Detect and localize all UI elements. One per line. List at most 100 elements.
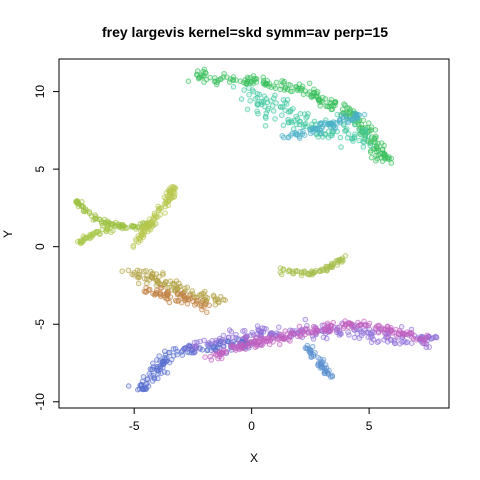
data-point (410, 335, 417, 342)
data-point (154, 357, 160, 363)
data-point (367, 331, 374, 337)
data-point (279, 112, 285, 118)
data-point (280, 97, 287, 103)
data-point (241, 87, 247, 93)
data-point (238, 96, 245, 102)
data-point (232, 345, 239, 352)
data-point (230, 76, 236, 83)
data-point (247, 342, 254, 348)
data-point (204, 309, 210, 316)
data-point (150, 222, 157, 228)
data-point (308, 330, 315, 336)
data-point (129, 271, 135, 278)
data-point (322, 96, 329, 102)
data-point (317, 356, 323, 362)
data-point (306, 80, 313, 87)
data-point (108, 229, 114, 235)
data-point (78, 237, 84, 244)
data-point (164, 370, 171, 376)
data-point (270, 95, 277, 101)
data-point (384, 323, 391, 330)
data-point (277, 104, 284, 110)
data-point (199, 347, 206, 353)
data-point (293, 121, 300, 128)
data-point (270, 108, 277, 114)
data-point (215, 298, 222, 305)
data-point (388, 160, 395, 166)
y-tick-label: 0 (33, 243, 47, 250)
data-point (294, 86, 301, 92)
data-point (256, 91, 263, 98)
data-point (137, 268, 143, 274)
data-point (360, 144, 367, 150)
data-point (83, 207, 89, 214)
data-point (302, 269, 308, 275)
data-point (344, 118, 351, 124)
data-point (99, 226, 106, 233)
data-point (355, 121, 362, 128)
data-point (332, 98, 339, 105)
data-point (385, 333, 392, 340)
data-point (194, 68, 201, 74)
data-point (280, 122, 287, 129)
data-point (221, 71, 227, 77)
data-point (243, 334, 249, 341)
data-point (362, 134, 369, 141)
data-point (296, 133, 303, 140)
data-point (203, 301, 209, 307)
data-point (279, 133, 286, 139)
data-point (224, 338, 231, 345)
data-point (166, 359, 173, 366)
data-point (146, 226, 152, 232)
data-point (316, 97, 322, 103)
data-point (356, 335, 363, 341)
data-point (151, 210, 158, 217)
data-point (191, 349, 198, 356)
chart-title: frey largevis kernel=skd symm=av perp=15 (102, 24, 388, 40)
data-point (324, 265, 331, 272)
data-point (143, 268, 149, 274)
data-point (375, 152, 382, 159)
data-point (322, 326, 329, 333)
data-point (368, 154, 375, 161)
data-point (298, 272, 305, 279)
data-point (328, 374, 334, 380)
data-point (119, 268, 125, 275)
data-point (162, 210, 168, 216)
data-point (357, 322, 363, 328)
data-point (252, 96, 259, 102)
data-point (273, 79, 280, 86)
data-point (243, 80, 250, 87)
data-point (129, 222, 135, 229)
data-point (344, 126, 350, 132)
data-point (276, 341, 283, 348)
data-point (157, 211, 163, 218)
data-point (202, 69, 209, 76)
data-point (240, 328, 246, 334)
data-point (421, 336, 427, 343)
data-point (403, 339, 409, 346)
data-point (351, 334, 358, 341)
data-point (361, 111, 368, 118)
data-point (182, 344, 189, 351)
data-point (346, 332, 352, 338)
data-point (304, 113, 310, 120)
data-point (149, 274, 155, 281)
data-point (262, 103, 268, 110)
data-point (133, 226, 139, 232)
data-point (301, 132, 308, 138)
data-point (149, 378, 156, 384)
data-point (211, 350, 217, 357)
axis-ticks: -5 0 5 -10 -5 0 5 10 (33, 85, 373, 433)
data-point (333, 327, 339, 333)
data-point (285, 268, 292, 275)
data-point (321, 364, 327, 371)
data-point (381, 142, 387, 149)
data-point (367, 149, 374, 155)
data-point (351, 121, 358, 128)
data-point (296, 323, 303, 330)
data-point (158, 370, 164, 377)
data-point (370, 336, 377, 343)
data-point (248, 332, 254, 339)
data-point (141, 275, 148, 282)
